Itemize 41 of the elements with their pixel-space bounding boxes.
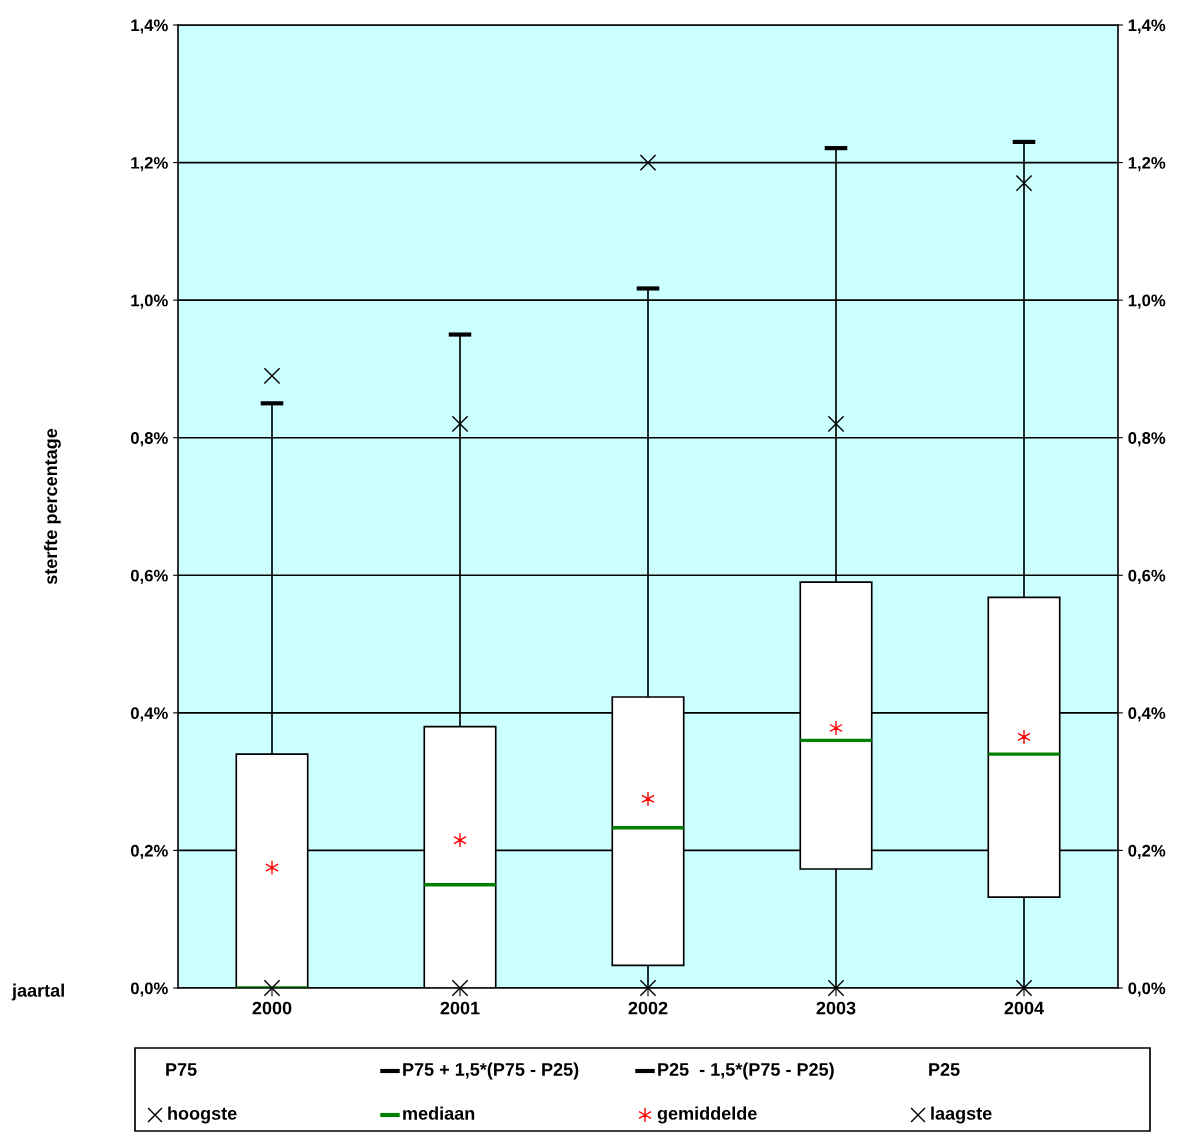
y-tick-label: 1,2% (131, 156, 168, 172)
point (263, 367, 281, 385)
point (827, 415, 845, 433)
y2-tick-label: 1,2% (1128, 156, 1166, 172)
text: gemiddelde (657, 1106, 757, 1124)
text: P25 (929, 1063, 960, 1076)
text: P75 + 1,5*(P75 - P25) (403, 1062, 579, 1080)
point (639, 154, 657, 171)
x-tick-label: 2001 (440, 1001, 480, 1015)
text: mediaan (403, 1106, 475, 1120)
y2-tick-label: 1,4% (1128, 19, 1166, 34)
y-tick-label: 0,8% (130, 432, 168, 447)
y2-tick-label: 0,6% (1128, 569, 1166, 584)
x-axis-title: jaartal (11, 983, 64, 1001)
point (451, 415, 469, 433)
point (263, 979, 281, 997)
y2-tick-label: 1,0% (1128, 294, 1166, 309)
y2-tick-label: 0,4% (1128, 707, 1166, 722)
point (1015, 979, 1033, 997)
legend-label: hoogste (168, 1106, 237, 1124)
x-tick-label: 2000 (252, 1001, 292, 1015)
x-tick-label: 2003 (816, 1001, 856, 1015)
x-tick-label: 2004 (1004, 1001, 1044, 1015)
y-tick-label: 0,6% (130, 569, 168, 584)
legend-label: laagste (931, 1106, 992, 1124)
y-tick-label: 1,0% (131, 294, 168, 309)
y-tick-label: 0,4% (130, 707, 168, 722)
text: P75 (166, 1063, 197, 1076)
y-tick-label: 0,2% (130, 844, 168, 860)
y2-tick-label: 0,0% (1128, 982, 1166, 997)
y-axis-title: sterfte percentage (43, 428, 61, 585)
y-tick-label: 0,0% (130, 982, 168, 997)
y2-tick-label: 0,2% (1128, 844, 1166, 860)
point (827, 979, 845, 997)
x-tick-label: 2002 (628, 1001, 668, 1015)
y2-tick-label: 0,8% (1128, 432, 1166, 447)
text: P25 - 1,5*(P75 - P25) (658, 1062, 834, 1080)
point (639, 979, 657, 997)
y-tick-label: 1,4% (131, 19, 168, 34)
point (451, 979, 469, 997)
point (1015, 174, 1033, 192)
